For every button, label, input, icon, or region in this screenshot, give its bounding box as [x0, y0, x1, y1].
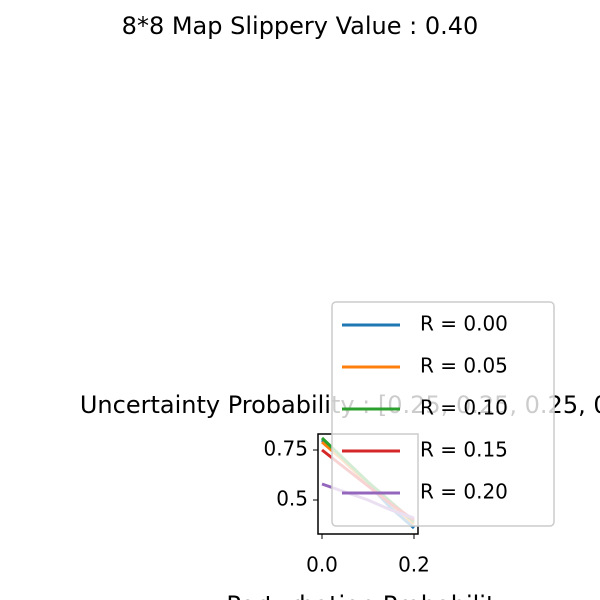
- y-tick-label: 0.5: [276, 487, 308, 511]
- x-tick-label: 0.2: [398, 553, 430, 577]
- legend: R = 0.00 R = 0.05 R = 0.10 R = 0.15 R = 0.20: [331, 301, 555, 527]
- legend-label: R = 0.10: [420, 396, 508, 420]
- legend-label: R = 0.15: [420, 438, 508, 462]
- legend-label: R = 0.00: [420, 312, 508, 336]
- legend-label: R = 0.05: [420, 354, 508, 378]
- legend-label: R = 0.20: [420, 480, 508, 504]
- x-axis-label: Perturbation Probability: [226, 591, 509, 600]
- x-tick-label: 0.0: [306, 553, 338, 577]
- legend-box: [331, 301, 555, 527]
- y-tick-label: 0.75: [263, 437, 308, 461]
- figure-title: 8*8 Map Slippery Value : 0.40: [122, 12, 479, 40]
